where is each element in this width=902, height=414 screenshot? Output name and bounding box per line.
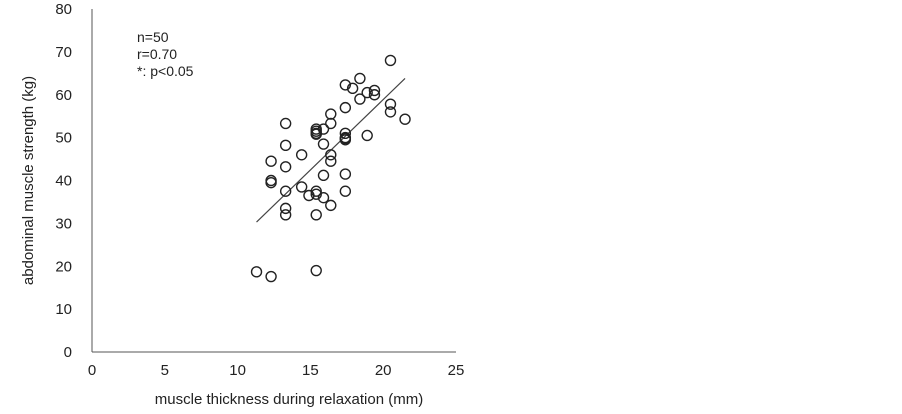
data-point (339, 131, 352, 144)
data-point (265, 270, 277, 283)
data-point (265, 155, 277, 167)
y-tick-label: 50 (55, 130, 72, 147)
data-point (339, 127, 352, 140)
data-point (361, 129, 373, 142)
data-point (325, 108, 337, 120)
data-point (310, 264, 322, 277)
data-point (250, 266, 263, 278)
x-tick-label: 0 (88, 362, 96, 379)
data-point (368, 84, 381, 97)
data-point (317, 138, 330, 150)
data-point (399, 113, 411, 125)
y-tick-label: 70 (55, 44, 72, 61)
data-point (339, 168, 352, 180)
data-point (346, 82, 359, 95)
stats-annotation: n=50 (137, 29, 169, 45)
stats-annotation: r=0.70 (137, 46, 177, 62)
x-tick-label: 5 (161, 362, 169, 379)
stats-annotation: *: p<0.05 (137, 63, 194, 79)
y-tick-label: 40 (55, 173, 72, 190)
data-point (295, 149, 308, 161)
data-point (279, 161, 292, 173)
data-points (250, 54, 411, 283)
y-tick-label: 10 (55, 301, 72, 318)
y-tick-label: 80 (55, 1, 72, 18)
data-point (368, 89, 381, 101)
data-point (279, 185, 292, 197)
x-tick-label: 15 (302, 362, 319, 379)
data-point (265, 174, 277, 187)
data-point (310, 188, 322, 200)
data-point (317, 191, 330, 204)
data-point (325, 199, 337, 212)
data-point (384, 98, 397, 110)
x-axis-label: muscle thickness during relaxation (mm) (155, 391, 423, 408)
data-point (279, 209, 292, 221)
y-axis-label: abdominal muscle strength (kg) (20, 76, 37, 285)
data-point (325, 155, 337, 167)
data-point (339, 79, 352, 91)
data-point (361, 86, 373, 99)
data-point (279, 202, 292, 215)
x-tick-label: 10 (229, 362, 246, 379)
data-point (279, 139, 292, 152)
x-tick-label: 25 (448, 362, 465, 379)
data-point (317, 169, 330, 182)
data-point (310, 209, 322, 221)
data-point (325, 117, 337, 130)
y-tick-label: 0 (64, 344, 72, 361)
data-point (295, 181, 308, 193)
y-tick-label: 60 (55, 87, 72, 104)
data-point (384, 106, 397, 118)
data-point (310, 127, 322, 140)
data-point (354, 72, 366, 85)
axes (91, 9, 456, 353)
data-point (339, 185, 352, 197)
y-tick-label: 20 (55, 258, 72, 275)
data-point (384, 54, 397, 67)
data-point (354, 93, 366, 105)
data-point (310, 185, 322, 197)
data-point (279, 117, 292, 130)
data-point (339, 101, 352, 114)
x-tick-labels: 0 5 10 15 20 25 (88, 362, 465, 379)
x-tick-label: 20 (375, 362, 392, 379)
data-point (325, 149, 337, 161)
y-tick-labels: 0 10 20 30 40 50 60 70 80 (55, 1, 72, 361)
y-tick-label: 30 (55, 215, 72, 232)
annotation-block: n=50r=0.70*: p<0.05 (137, 29, 194, 79)
